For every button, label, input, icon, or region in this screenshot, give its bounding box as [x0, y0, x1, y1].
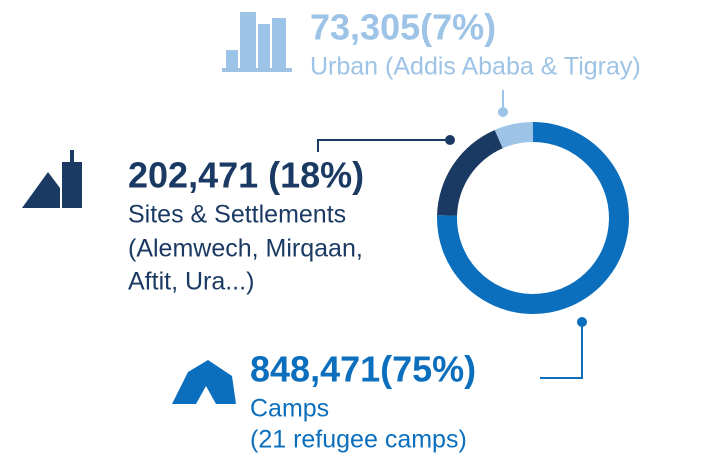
camp-icon — [172, 360, 236, 404]
value-label: 202,471 (18%) — [128, 155, 364, 196]
value-label: 73,305(7%) — [310, 7, 496, 48]
leader-dot — [445, 135, 455, 145]
donut-segment — [437, 129, 503, 216]
leader-line — [540, 322, 583, 379]
value-label: 848,471(75%) — [250, 349, 476, 390]
leader-line — [317, 139, 450, 152]
category-label: Camps — [250, 395, 329, 423]
category-label: Urban (Addis Ababa & Tigray) — [310, 53, 641, 81]
leader-dot — [577, 317, 587, 327]
detail-label: (21 refugee camps) — [250, 426, 467, 454]
detail-label: Aftit, Ura...) — [128, 268, 254, 296]
sites-icon — [22, 150, 82, 208]
leader-dot — [498, 107, 508, 117]
city-icon — [222, 12, 292, 72]
donut-segment — [494, 122, 533, 149]
category-label: Sites & Settlements — [128, 201, 346, 229]
detail-label: (Alemwech, Mirqaan, — [128, 235, 363, 263]
leader-lines — [317, 90, 587, 379]
